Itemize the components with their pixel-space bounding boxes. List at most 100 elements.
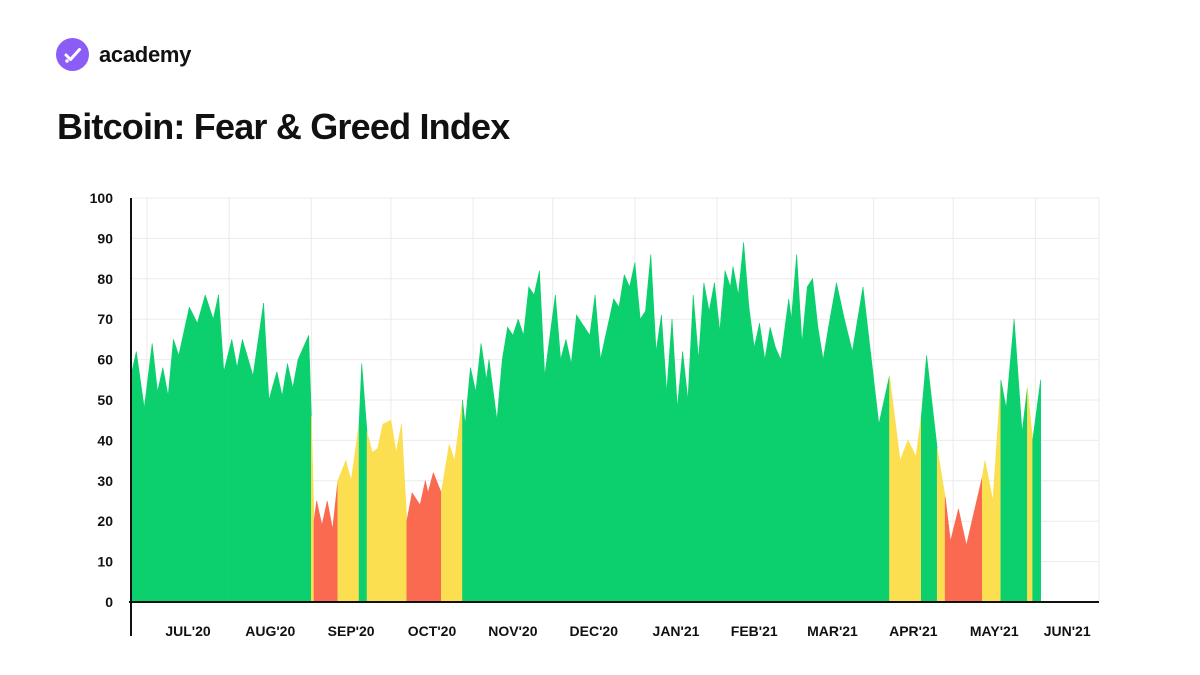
area-segment [358, 363, 363, 602]
area-segment [544, 294, 556, 602]
area-segment [372, 447, 378, 602]
x-tick-label: SEP'20 [328, 623, 375, 639]
area-segment [753, 323, 760, 602]
area-segment [204, 294, 214, 602]
area-segment [501, 327, 508, 602]
area-segment [1013, 319, 1023, 602]
area-segment [287, 363, 294, 602]
area-segment [361, 363, 368, 602]
area-segment [724, 270, 731, 602]
area-segment [425, 480, 429, 602]
area-segment [645, 254, 652, 602]
x-tick-label: APR'21 [889, 623, 938, 639]
area-segment [419, 480, 426, 602]
area-segment [565, 339, 572, 602]
area-segment [944, 496, 951, 602]
area-segment [921, 355, 927, 602]
y-tick-labels: 0 10 20 30 40 50 60 70 80 90 100 [90, 190, 114, 610]
area-segment [311, 416, 315, 602]
y-tick-label: 10 [97, 554, 113, 570]
area-segment [448, 444, 455, 602]
area-segment [560, 339, 567, 602]
area-segment [151, 343, 158, 602]
area-segment [480, 343, 487, 602]
y-tick-label: 100 [90, 190, 114, 206]
area-segment [555, 294, 561, 602]
area-segment [337, 460, 347, 602]
area-segment [966, 476, 983, 602]
x-tick-label: FEB'21 [731, 623, 778, 639]
area-segment [788, 298, 792, 602]
area-segment [661, 315, 668, 602]
area-segment [764, 327, 771, 602]
area-segment [1032, 379, 1041, 602]
area-segment [817, 327, 824, 602]
area-segment [268, 371, 278, 602]
area-segment [427, 472, 434, 602]
area-segment [698, 282, 705, 602]
area-segment [178, 307, 190, 602]
area-segment [470, 367, 477, 602]
area-segment [732, 266, 739, 602]
brand: academy [56, 38, 191, 71]
area-segment [157, 367, 164, 602]
area-segment [395, 424, 402, 602]
area-segment [488, 359, 498, 602]
x-tick-label: NOV'20 [488, 623, 537, 639]
area-segment [173, 339, 180, 602]
area-segment [292, 359, 299, 602]
area-segment [523, 286, 530, 602]
area-segment [618, 274, 625, 602]
checkmark-circle-icon [56, 38, 89, 71]
area-segment [377, 424, 384, 602]
area-segment [533, 270, 540, 602]
x-tick-label: JAN'21 [653, 623, 700, 639]
area-segment [589, 294, 596, 602]
area-segment [738, 242, 744, 602]
area-segment [212, 294, 219, 602]
x-tick-label: JUL'20 [165, 623, 211, 639]
area-segment [242, 339, 254, 602]
area-segment [507, 326, 514, 602]
area-segment [406, 492, 413, 602]
area-segment [687, 294, 694, 602]
area-segment [332, 480, 339, 602]
area-segment [411, 491, 421, 602]
area-segment [613, 297, 620, 602]
y-tick-label: 0 [105, 594, 113, 610]
area-segment [852, 286, 864, 602]
area-segment [136, 351, 145, 602]
page-title: Bitcoin: Fear & Greed Index [57, 106, 510, 147]
area-segment [982, 460, 986, 602]
area-segment [486, 359, 490, 602]
area-segment [915, 416, 922, 602]
area-segment [326, 500, 333, 602]
area-segment [223, 339, 233, 602]
area-segment [252, 302, 264, 602]
area-segment [281, 363, 288, 602]
area-segment [844, 319, 853, 602]
area-segment [440, 444, 450, 602]
y-tick-label: 60 [97, 352, 113, 368]
area-segment [806, 277, 813, 602]
area-segment [1021, 387, 1028, 602]
area-segment [907, 440, 917, 602]
area-segment [512, 319, 519, 602]
area-segment [692, 294, 699, 602]
y-tick-label: 70 [97, 311, 113, 327]
area-segment [167, 339, 174, 602]
area-segment [594, 294, 601, 602]
axes [129, 198, 1099, 636]
area-segment [382, 419, 392, 602]
area-segment [759, 323, 766, 602]
area-segment [743, 242, 750, 602]
y-tick-label: 40 [97, 432, 113, 448]
area-segment [197, 294, 206, 602]
x-tick-label: JUN'21 [1044, 623, 1091, 639]
area-segment [950, 509, 959, 602]
area-segment [605, 298, 614, 602]
area-segment [345, 460, 352, 602]
area-segment [730, 266, 734, 602]
area-segment [822, 327, 829, 602]
